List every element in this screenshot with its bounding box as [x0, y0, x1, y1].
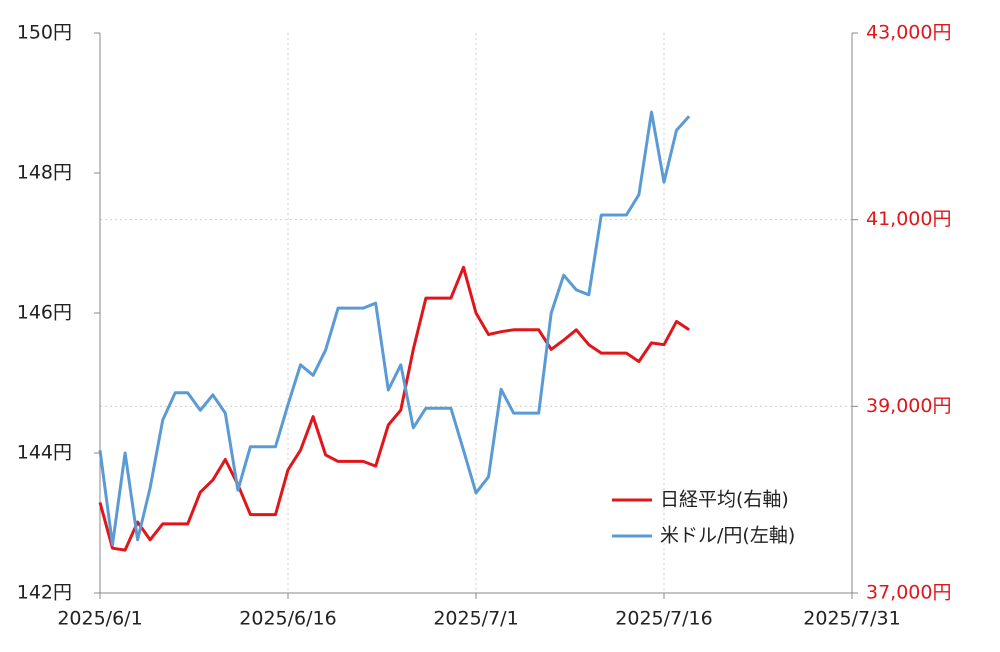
- y-tick-label: 144円: [17, 442, 72, 464]
- x-tick-label: 2025/6/16: [239, 608, 336, 630]
- x-tick-label: 2025/7/16: [615, 608, 712, 630]
- y2-tick-label: 41,000円: [866, 208, 951, 230]
- y2-tick-label: 39,000円: [866, 395, 951, 417]
- series-line: [98, 110, 691, 547]
- y-tick-label: 150円: [17, 22, 72, 44]
- series-line: [98, 265, 690, 552]
- y2-tick-label: 37,000円: [866, 582, 951, 604]
- y2-tick-label: 43,000円: [866, 22, 951, 44]
- x-tick-label: 2025/7/31: [803, 608, 900, 630]
- y-tick-label: 146円: [17, 302, 72, 324]
- x-tick-label: 2025/6/1: [57, 608, 142, 630]
- legend-label: 米ドル/円(左軸): [660, 525, 795, 547]
- legend-label: 日経平均(右軸): [660, 489, 789, 511]
- y-tick-label: 142円: [17, 582, 72, 604]
- y-tick-label: 148円: [17, 162, 72, 184]
- x-tick-label: 2025/7/1: [433, 608, 518, 630]
